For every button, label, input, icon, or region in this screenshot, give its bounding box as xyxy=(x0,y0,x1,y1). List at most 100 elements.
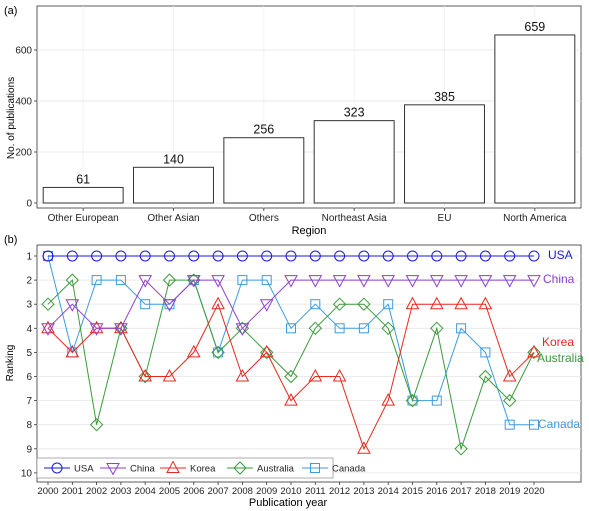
series-australia-point xyxy=(259,345,274,360)
panel-a-y-axis-label: No. of publications xyxy=(6,77,17,159)
legend-item-canada: Canada xyxy=(302,463,366,475)
legend-marker-china xyxy=(106,463,120,476)
series-korea-point xyxy=(357,441,371,454)
series-korea-point xyxy=(454,296,468,310)
series-china-point xyxy=(478,275,493,288)
panel-b-x-tick-label: 2015 xyxy=(402,486,423,497)
legend-label-usa: USA xyxy=(74,464,94,475)
series-canada-point xyxy=(431,395,442,406)
series-australia-point xyxy=(284,369,298,384)
panel-a-x-tick-label: North America xyxy=(503,213,567,224)
series-korea-point xyxy=(527,344,541,358)
series-korea-point xyxy=(114,320,128,334)
panel-b-x-tick-label: 2010 xyxy=(280,486,301,497)
legend-label-australia: Australia xyxy=(257,464,295,475)
series-korea-point xyxy=(308,368,323,382)
series-korea-point xyxy=(332,368,347,382)
series-canada-point xyxy=(237,275,248,286)
series-australia-point xyxy=(65,273,80,287)
series-australia-point xyxy=(89,417,104,432)
panel-b-series xyxy=(41,250,541,456)
series-china-point xyxy=(357,275,371,288)
panel-b-x-ticks: 2000 2001 2002 2003 2004 2005 2006 2007 2008 2009… xyxy=(37,482,545,497)
series-australia-point xyxy=(41,297,55,311)
panel-b-frame xyxy=(36,244,582,483)
series-korea-point xyxy=(429,296,444,310)
series-china-point xyxy=(405,275,420,288)
series-canada-point xyxy=(115,275,126,286)
panel-b-x-tick-label: 2009 xyxy=(256,486,277,497)
panel-a-x-tick-label: Other European xyxy=(48,213,119,224)
series-korea-point xyxy=(186,344,201,358)
panel-a-grid xyxy=(36,5,582,209)
series-canada-point xyxy=(91,275,102,286)
panel-a-y-tick-label: 400 xyxy=(15,97,32,108)
legend-label-korea: Korea xyxy=(190,464,216,475)
bar-data-label: 323 xyxy=(344,106,365,120)
series-korea-point xyxy=(65,344,80,358)
panel-b-grid xyxy=(36,244,582,483)
legend-marker-korea xyxy=(166,460,180,473)
panel-a-bar-chart: (a) 61 140 256 323 385 659 0 200 400 600 Other E… xyxy=(4,5,582,237)
panel-b-x-tick-label: 2020 xyxy=(523,486,544,497)
series-australia-point xyxy=(138,369,152,384)
series-usa-point xyxy=(236,250,248,262)
series-korea-point xyxy=(478,296,493,310)
end-label-australia: Australia xyxy=(537,351,584,365)
legend-label-china: China xyxy=(130,464,156,475)
panel-a-x-tick-label: Northeast Asia xyxy=(322,213,387,224)
series-korea-point xyxy=(162,368,177,382)
panel-b-x-tick-label: 2005 xyxy=(159,486,180,497)
series-usa-point xyxy=(528,250,540,262)
series-korea-point xyxy=(259,344,274,358)
series-usa-point xyxy=(261,250,273,262)
series-canada-point xyxy=(213,347,224,358)
legend-item-australia: Australia xyxy=(227,461,295,475)
panel-b-y-tick-label: 7 xyxy=(26,396,32,407)
panel-b-end-labels: USA China Korea Australia Canada xyxy=(537,248,584,431)
panel-b-y-axis-label: Ranking xyxy=(5,345,16,382)
series-usa-point xyxy=(455,250,467,262)
series-usa-point xyxy=(479,250,491,262)
bar-north-america xyxy=(494,34,576,204)
series-canada-line xyxy=(47,255,534,426)
series-canada-point xyxy=(286,323,296,334)
bar-others xyxy=(223,137,305,204)
series-canada-point xyxy=(310,299,321,310)
series-korea-point xyxy=(381,393,396,406)
series-usa-point xyxy=(358,250,370,262)
series-australia-point xyxy=(357,297,371,311)
series-korea-point xyxy=(235,368,250,382)
series-australia-point xyxy=(430,321,444,336)
panel-a-y-tick-label: 0 xyxy=(26,199,32,210)
series-korea-point xyxy=(284,393,298,406)
series-usa-point xyxy=(66,250,78,262)
panel-b-y-ticks: 1 2 3 4 5 6 7 8 9 10 xyxy=(21,252,37,479)
series-australia-point xyxy=(405,393,420,408)
series-china-point xyxy=(429,275,444,288)
series-china-point xyxy=(89,323,104,336)
panel-a-x-ticks: Other European Other Asian Others Northeast… xyxy=(48,208,567,224)
series-canada-point xyxy=(456,323,467,334)
series-korea-line xyxy=(47,302,535,451)
series-korea-point xyxy=(89,320,104,334)
series-korea-point xyxy=(41,320,55,334)
end-label-china: China xyxy=(543,272,575,286)
panel-a-label: (a) xyxy=(4,5,17,17)
legend-label-canada: Canada xyxy=(332,464,366,475)
series-canada-point xyxy=(383,299,394,310)
series-australia-point xyxy=(211,345,225,360)
series-korea-point xyxy=(211,296,225,310)
series-australia-point xyxy=(162,273,177,287)
series-usa-point xyxy=(285,250,297,262)
series-usa-point xyxy=(91,250,103,262)
panel-b-x-tick-label: 2011 xyxy=(305,486,325,497)
series-australia-point xyxy=(381,321,395,336)
series-usa-point xyxy=(164,250,175,262)
panel-b-label: (b) xyxy=(4,234,17,246)
series-canada-point xyxy=(407,395,418,406)
panel-b-x-tick-label: 2002 xyxy=(86,486,107,497)
panel-b-x-tick-label: 2014 xyxy=(378,486,399,497)
series-china-point xyxy=(259,299,274,312)
series-usa-point xyxy=(115,250,127,262)
